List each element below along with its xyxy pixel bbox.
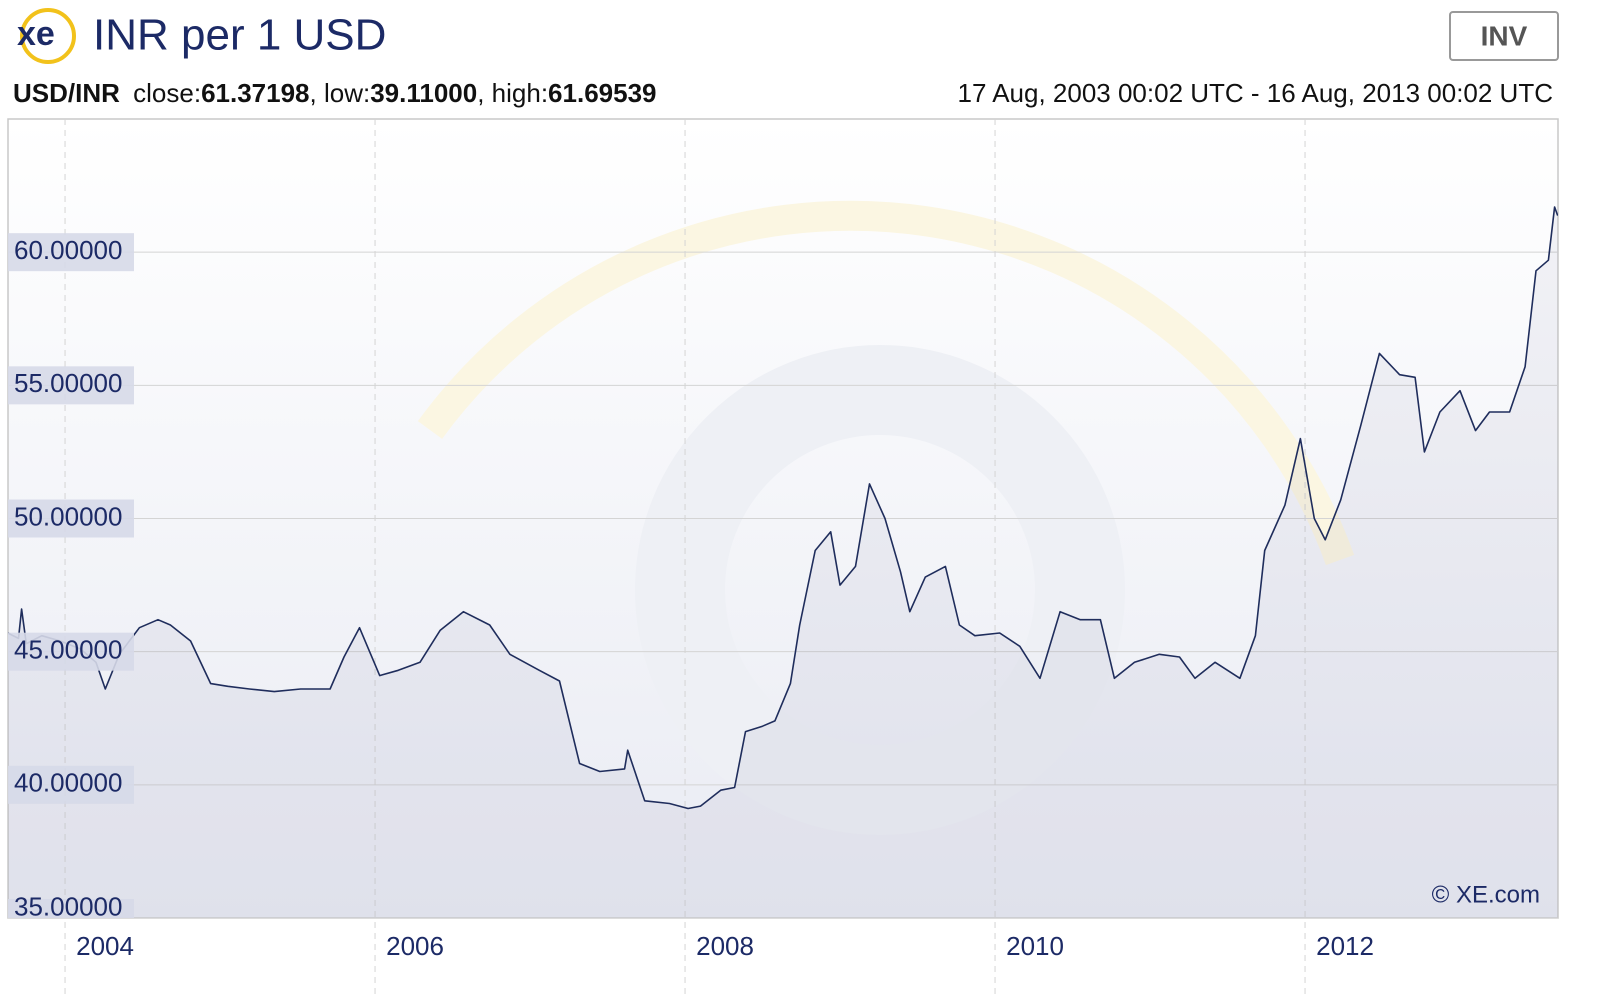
y-tick-label-bg	[8, 632, 134, 671]
credit: © XE.com	[1432, 881, 1540, 908]
y-tick-label: 35.00000	[14, 891, 122, 921]
stat-value: 39.11000	[370, 78, 477, 108]
x-tick-label: 2004	[76, 931, 134, 961]
y-tick-label-bg	[8, 499, 134, 538]
watermark-arc	[417, 200, 1355, 566]
y-tick-label-bg	[8, 765, 134, 804]
stat-value: 61.37198	[201, 78, 309, 108]
y-tick-label: 45.00000	[14, 635, 122, 665]
watermark	[417, 200, 1355, 835]
series	[8, 206, 1558, 918]
x-tick-label: 2012	[1316, 931, 1374, 961]
logo-ring	[20, 8, 76, 64]
y-tick-label: 50.00000	[14, 501, 122, 531]
x-tick-label: 2008	[696, 931, 754, 961]
inv-button-label[interactable]: INV	[1481, 20, 1528, 51]
y-tick-label-bg	[8, 366, 134, 405]
inv-button[interactable]	[1449, 11, 1559, 61]
plot-layer: 2004 2006 2008 2010 2012 35.00000 40.00000 45.0…	[8, 119, 1558, 997]
line	[8, 206, 1558, 810]
stat-value: 61.69539	[548, 78, 656, 108]
tick-labels: 2004 2006 2008 2010 2012 35.00000 40.00000 45.0…	[8, 233, 1374, 961]
stat-label: , low:	[310, 78, 371, 108]
y-tick-label-bg	[8, 899, 134, 918]
y-tick-label: 40.00000	[14, 768, 122, 798]
pair: USD/INR	[13, 78, 120, 108]
info-line: USD/INR close:61.37198, low:39.11000, hi…	[13, 78, 657, 108]
x-tick-label: 2010	[1006, 931, 1064, 961]
y-tick-label: 55.00000	[14, 368, 122, 398]
y-tick-label-bg	[8, 233, 134, 272]
date-range: 17 Aug, 2003 00:02 UTC - 16 Aug, 2013 00…	[957, 78, 1553, 108]
y-tick-label: 60.00000	[14, 235, 122, 265]
logo: xe	[17, 15, 55, 53]
chart-title: INR per 1 USD	[93, 11, 386, 60]
x-tick-label: 2006	[386, 931, 444, 961]
stat-label: , high:	[477, 78, 548, 108]
area	[8, 207, 1558, 918]
stat-label: close:	[133, 78, 201, 108]
watermark-ring	[635, 345, 1125, 835]
